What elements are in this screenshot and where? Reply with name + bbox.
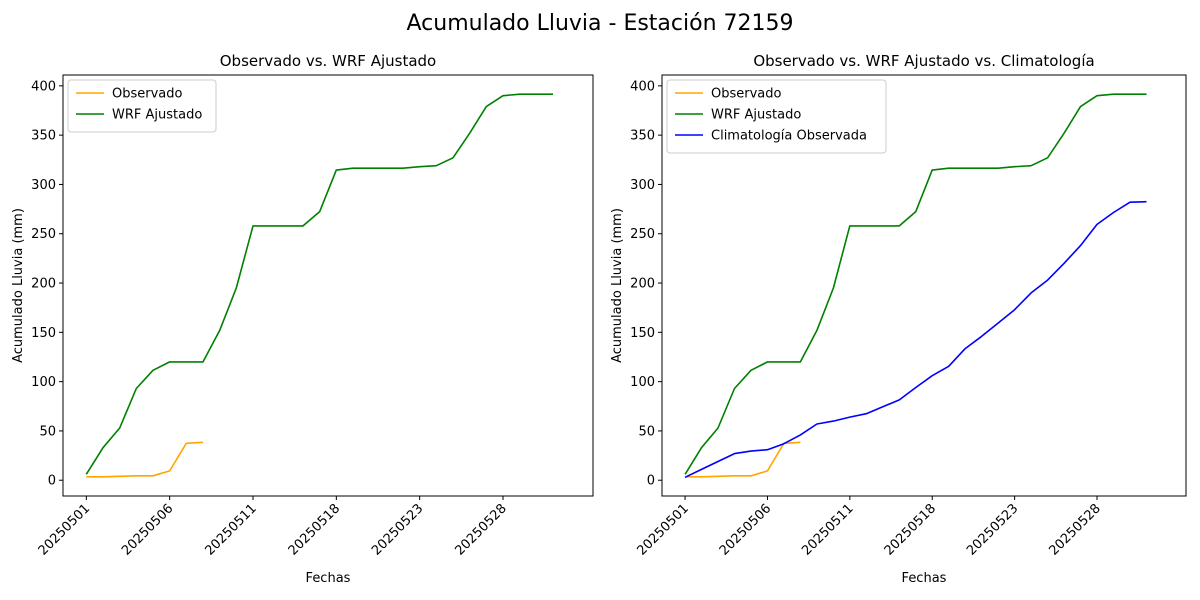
panel-left-title: Observado vs. WRF Ajustado xyxy=(220,52,436,70)
y-tick-label: 250 xyxy=(630,227,655,242)
y-tick-label: 300 xyxy=(630,178,655,193)
legend: Observado WRF Ajustado xyxy=(67,79,217,133)
legend: Observado WRF Ajustado Climatología Observ… xyxy=(666,79,887,154)
panel-left-xlabel: Fechas xyxy=(306,571,351,586)
series-line-observado xyxy=(86,441,204,478)
y-tick-label: 200 xyxy=(31,277,56,292)
series-line-climatologia xyxy=(684,200,1147,479)
series-line-wrf xyxy=(684,93,1147,475)
panel-right-ylabel: Acumulado Lluvia (mm) xyxy=(610,208,625,363)
y-tick-label: 250 xyxy=(31,227,56,242)
legend-label-observado: Observado xyxy=(711,87,782,102)
y-tick-label: 150 xyxy=(630,326,655,341)
y-tick-label: 400 xyxy=(630,79,655,94)
legend-box xyxy=(666,79,887,154)
panel-right-title: Observado vs. WRF Ajustado vs. Climatolo… xyxy=(753,52,1094,70)
axes-frame xyxy=(62,74,594,497)
series-line-observado xyxy=(685,441,801,478)
y-tick-label: 400 xyxy=(31,79,56,94)
y-tick-label: 100 xyxy=(31,375,56,390)
y-tick-label: 0 xyxy=(48,474,56,489)
y-tick-label: 350 xyxy=(31,129,56,144)
axes-frame xyxy=(661,74,1187,497)
legend-box xyxy=(67,79,217,133)
panel-left-ylabel: Acumulado Lluvia (mm) xyxy=(11,208,26,363)
legend-label-wrf: WRF Ajustado xyxy=(711,108,801,123)
figure-suptitle: Acumulado Lluvia - Estación 72159 xyxy=(407,11,794,36)
legend-label-climatologia: Climatología Observada xyxy=(711,129,867,144)
y-tick-label: 50 xyxy=(39,424,56,439)
panel-right-xlabel: Fechas xyxy=(902,571,947,586)
legend-label-wrf: WRF Ajustado xyxy=(112,108,202,123)
y-tick-label: 200 xyxy=(630,277,655,292)
y-tick-label: 0 xyxy=(647,474,655,489)
y-tick-label: 150 xyxy=(31,326,56,341)
y-tick-label: 350 xyxy=(630,129,655,144)
y-tick-label: 100 xyxy=(630,375,655,390)
legend-label-observado: Observado xyxy=(112,87,183,102)
y-tick-label: 50 xyxy=(638,424,655,439)
y-tick-label: 300 xyxy=(31,178,56,193)
series-line-wrf xyxy=(85,93,553,475)
